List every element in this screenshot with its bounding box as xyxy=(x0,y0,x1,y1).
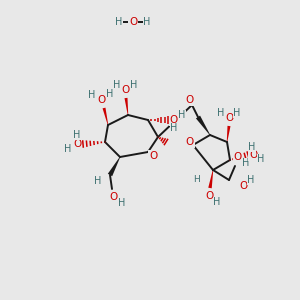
Text: H: H xyxy=(73,130,81,140)
Text: O: O xyxy=(170,115,178,125)
Text: H: H xyxy=(242,158,250,168)
Text: H: H xyxy=(217,108,225,118)
Polygon shape xyxy=(208,170,213,188)
Polygon shape xyxy=(124,98,128,115)
Text: O: O xyxy=(110,192,118,202)
Text: O: O xyxy=(205,191,213,201)
Text: H: H xyxy=(143,17,151,27)
Text: O: O xyxy=(234,152,242,162)
Text: H: H xyxy=(248,142,256,152)
Polygon shape xyxy=(108,157,120,176)
Text: O: O xyxy=(239,181,247,191)
Text: O: O xyxy=(186,95,194,105)
Text: H: H xyxy=(257,154,265,164)
Text: O: O xyxy=(121,85,129,95)
Text: H: H xyxy=(115,17,123,27)
Text: O: O xyxy=(73,139,81,149)
Polygon shape xyxy=(227,126,230,142)
Text: H: H xyxy=(193,176,200,184)
Text: H: H xyxy=(170,123,178,133)
Text: O: O xyxy=(186,137,194,147)
Polygon shape xyxy=(196,116,210,135)
Polygon shape xyxy=(103,108,108,125)
Text: H: H xyxy=(213,197,221,207)
Text: H: H xyxy=(130,80,138,90)
Text: H: H xyxy=(106,89,114,99)
Text: O: O xyxy=(149,151,157,161)
Text: O: O xyxy=(129,17,137,27)
Text: H: H xyxy=(118,198,126,208)
Text: H: H xyxy=(94,176,102,186)
Text: O: O xyxy=(98,95,106,105)
Text: H: H xyxy=(247,175,255,185)
Text: H: H xyxy=(64,144,72,154)
Text: H: H xyxy=(178,110,186,120)
Text: O: O xyxy=(226,113,234,123)
Text: H: H xyxy=(233,108,241,118)
Text: H: H xyxy=(88,90,96,100)
Text: H: H xyxy=(113,80,121,90)
Text: O: O xyxy=(249,150,257,160)
